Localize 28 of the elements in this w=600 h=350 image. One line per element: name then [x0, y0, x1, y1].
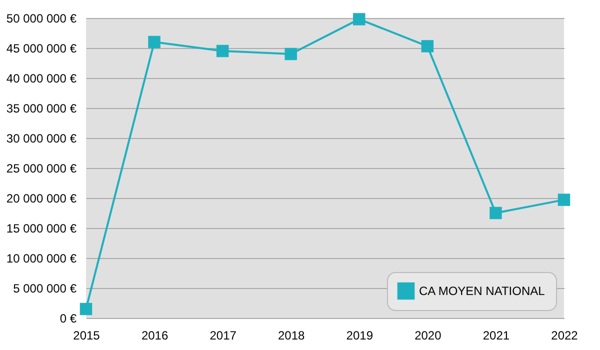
point: [490, 206, 502, 220]
point: [80, 302, 92, 316]
x-tick-label: 2021: [482, 328, 510, 342]
point: [148, 36, 160, 48]
legend-label: CA MOYEN NATIONAL: [419, 284, 546, 298]
x-tick-label: 2015: [73, 328, 100, 342]
y-tick-label: 0 €: [60, 312, 77, 326]
y-tick-label: 5 000 000 €: [13, 282, 77, 296]
point: [353, 13, 366, 26]
x-tick-label: 2022: [551, 328, 578, 342]
x-tick-label: 2016: [141, 328, 168, 342]
y-tick-label: 30 000 000 €: [6, 132, 77, 146]
y-tick-label: 10 000 000 €: [6, 252, 77, 266]
y-tick-label: 40 000 000 €: [6, 72, 77, 86]
y-tick-label: 15 000 000 €: [6, 222, 77, 236]
x-tick-label: 2020: [414, 328, 442, 342]
x-tick-label: 2018: [278, 328, 306, 342]
point: [284, 48, 297, 60]
y-tick-label: 50 000 000 €: [6, 12, 77, 26]
x-tick-label: 2017: [210, 328, 237, 342]
point: [421, 40, 434, 52]
y-tick-label: 35 000 000 €: [6, 102, 77, 116]
y-tick-label: 45 000 000 €: [6, 42, 77, 56]
x-tick-label: 2019: [346, 328, 374, 342]
point: [216, 44, 229, 58]
point: [558, 194, 570, 206]
y-tick-label: 20 000 000 €: [6, 192, 77, 206]
y-tick-label: 25 000 000 €: [6, 162, 77, 176]
